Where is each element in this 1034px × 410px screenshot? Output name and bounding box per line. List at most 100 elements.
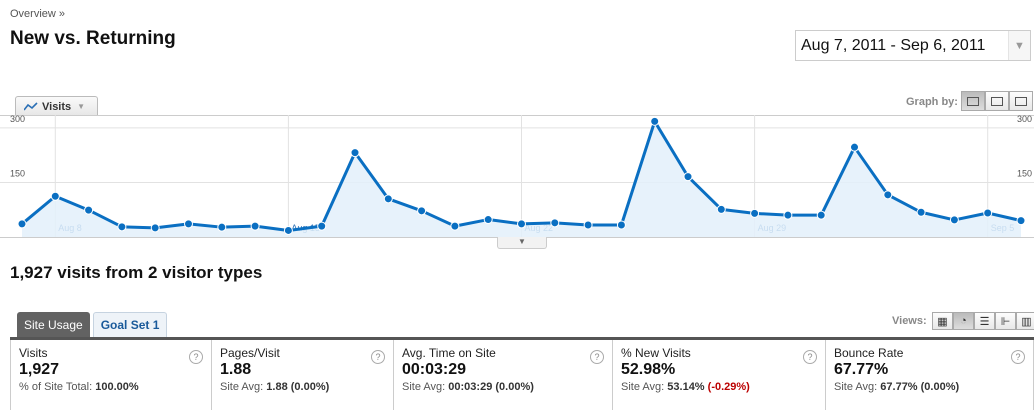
graph-by-week-button[interactable] [985, 91, 1009, 111]
scorecard-value: 52.98% [621, 361, 676, 378]
data-point[interactable] [517, 219, 526, 229]
data-point[interactable] [150, 223, 160, 233]
table-icon: ▦ [937, 315, 948, 328]
scorecard-value: 67.77% [834, 361, 889, 378]
line-chart-icon [24, 101, 38, 110]
data-point[interactable] [983, 208, 993, 218]
scorecard-value: 00:03:29 [402, 361, 467, 378]
data-point[interactable] [616, 220, 626, 230]
sub-prefix: Site Avg: [834, 381, 878, 393]
data-point[interactable] [683, 172, 693, 182]
data-point[interactable] [1016, 216, 1026, 226]
sub-value: 67.77% (0.00%) [880, 381, 960, 393]
scorecard-sub: Site Avg: 53.14% (-0.29%) [621, 381, 817, 393]
y-tick-label-left: 300 [10, 115, 25, 124]
metric-selector-label: Visits [42, 100, 72, 113]
scorecard-visits: Visits 1,927 % of Site Total: 100.00% ? [10, 340, 212, 410]
data-point[interactable] [50, 191, 60, 201]
scorecard-label: Pages/Visit [220, 346, 280, 360]
scorecard: Visits 1,927 % of Site Total: 100.00% ? … [10, 337, 1034, 410]
scorecard-new-visits: % New Visits 52.98% Site Avg: 53.14% (-0… [613, 340, 826, 410]
data-point[interactable] [17, 219, 27, 229]
scorecard-label: Bounce Rate [834, 346, 904, 360]
graph-by-month-button[interactable] [1009, 91, 1033, 111]
sub-prefix: Site Avg: [220, 381, 264, 393]
page-title: New vs. Returning [10, 28, 176, 49]
sub-value: 00:03:29 (0.00%) [448, 381, 534, 393]
help-icon[interactable]: ? [803, 350, 817, 364]
graph-by-day-button[interactable] [961, 91, 985, 111]
graph-by-buttons [961, 91, 1033, 111]
data-point[interactable] [650, 116, 660, 126]
sub-prefix: Site Avg: [402, 381, 446, 393]
breadcrumb[interactable]: Overview » [10, 8, 66, 20]
chevron-down-icon[interactable]: ▼ [1008, 31, 1030, 60]
help-icon[interactable]: ? [1011, 350, 1025, 364]
comparison-icon: ⊩ [1000, 315, 1011, 328]
data-point[interactable] [417, 206, 427, 216]
scorecard-sub: % of Site Total: 100.00% [19, 381, 203, 393]
table-view-button[interactable]: ▦ [932, 312, 953, 330]
help-icon[interactable]: ? [189, 350, 203, 364]
month-icon [1015, 96, 1027, 106]
data-point[interactable] [750, 208, 760, 218]
scorecard-sub: Site Avg: 00:03:29 (0.00%) [402, 381, 604, 393]
data-point[interactable] [783, 210, 793, 220]
scorecard-sub: Site Avg: 1.88 (0.00%) [220, 381, 385, 393]
sub-prefix: % of Site Total: [19, 381, 93, 393]
metric-selector[interactable]: Visits ▼ [15, 96, 98, 116]
collapse-chart-handle[interactable]: ▼ [497, 237, 547, 249]
data-point[interactable] [184, 219, 193, 229]
pie-view-button[interactable]: ◔ [953, 312, 974, 330]
data-point[interactable] [949, 215, 959, 225]
y-tick-label-right: 150 [1017, 168, 1032, 178]
data-point[interactable] [550, 218, 560, 228]
graph-by-label: Graph by: [906, 96, 958, 108]
date-range-selector[interactable]: Aug 7, 2011 - Sep 6, 2011 ▼ [795, 30, 1031, 61]
help-icon[interactable]: ? [590, 350, 604, 364]
report-tabs: Site Usage Goal Set 1 [17, 312, 170, 337]
data-point[interactable] [916, 207, 926, 217]
data-point[interactable] [117, 222, 127, 232]
view-buttons: ▦ ◔ ☰ ⊩ ▥ [932, 312, 1034, 330]
data-point[interactable] [283, 225, 293, 235]
data-point[interactable] [583, 220, 593, 230]
visits-area [22, 121, 1021, 237]
scorecard-sub: Site Avg: 67.77% (0.00%) [834, 381, 1025, 393]
comparison-view-button[interactable]: ⊩ [995, 312, 1016, 330]
data-point[interactable] [716, 204, 726, 214]
sub-prefix: Site Avg: [621, 381, 665, 393]
performance-view-button[interactable]: ☰ [974, 312, 995, 330]
date-range-text: Aug 7, 2011 - Sep 6, 2011 [801, 36, 986, 54]
data-point[interactable] [350, 148, 360, 158]
pie-chart-icon: ◔ [960, 315, 967, 327]
scorecard-avg-time: Avg. Time on Site 00:03:29 Site Avg: 00:… [394, 340, 613, 410]
week-icon [991, 96, 1003, 106]
data-point[interactable] [816, 210, 826, 220]
data-point[interactable] [317, 221, 327, 231]
pivot-icon: ▥ [1021, 315, 1032, 328]
data-point[interactable] [383, 194, 393, 204]
sub-value: 53.14% [667, 381, 705, 393]
scorecard-value: 1,927 [19, 361, 60, 378]
scorecard-label: Visits [19, 346, 48, 360]
help-icon[interactable]: ? [371, 350, 385, 364]
summary-title: 1,927 visits from 2 visitor types [10, 263, 263, 282]
chevron-down-icon: ▼ [77, 102, 86, 111]
sub-value: 100.00% [95, 381, 139, 393]
data-point[interactable] [250, 221, 260, 231]
data-point[interactable] [883, 190, 893, 200]
data-point[interactable] [450, 221, 460, 231]
data-point[interactable] [850, 142, 859, 152]
y-tick-label-right: 300 [1017, 115, 1032, 124]
sub-change: (-0.29%) [707, 381, 750, 393]
data-point[interactable] [84, 205, 94, 215]
tab-goal-set-1[interactable]: Goal Set 1 [92, 312, 168, 337]
scorecard-pages-visit: Pages/Visit 1.88 Site Avg: 1.88 (0.00%) … [212, 340, 394, 410]
tab-site-usage[interactable]: Site Usage [17, 312, 90, 337]
data-point[interactable] [483, 215, 493, 225]
data-point[interactable] [217, 222, 227, 232]
pivot-view-button[interactable]: ▥ [1016, 312, 1034, 330]
